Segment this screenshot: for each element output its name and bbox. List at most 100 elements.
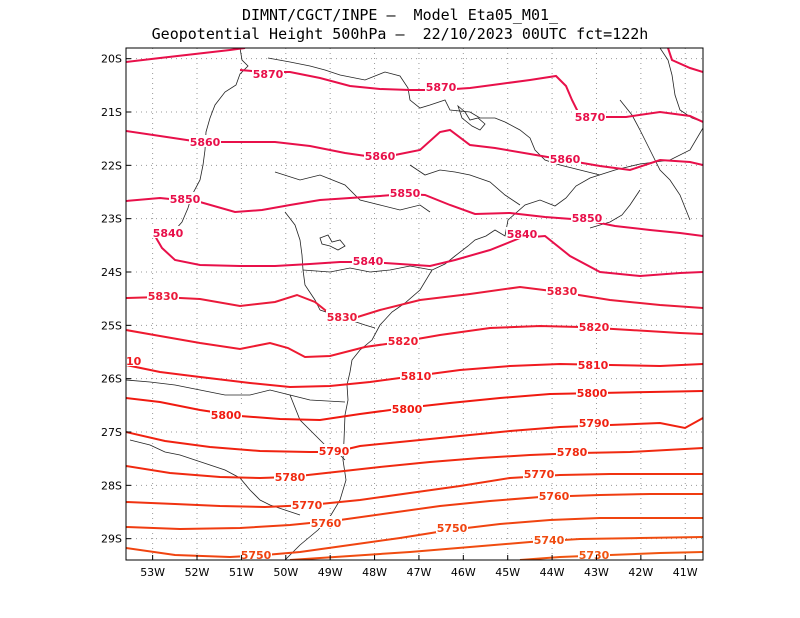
contour-label-bg	[240, 548, 272, 560]
contour-label-5860: 5860	[190, 136, 221, 149]
contour-label-bg	[523, 467, 555, 479]
contour-label-bg	[578, 548, 610, 560]
contour-label-bg	[389, 186, 421, 198]
state-border	[302, 265, 433, 273]
map-plot-area	[126, 48, 703, 560]
contour-label-bg	[571, 211, 603, 223]
lat-tick-label: 29S	[101, 533, 122, 546]
contour-label-5780: 5780	[557, 446, 588, 459]
contour-label-bg	[436, 521, 468, 533]
contour-label-5800: 5800	[577, 387, 608, 400]
contour-label-5850: 5850	[390, 187, 421, 200]
contour-label-5840: 5840	[507, 228, 538, 241]
lat-tick-label: 26S	[101, 373, 122, 386]
state-border	[619, 99, 691, 221]
map-title-line-2: Geopotential Height 500hPa – 22/10/2023 …	[151, 25, 649, 43]
contour-label-5870: 5870	[253, 68, 284, 81]
contour-label-5860: 5860	[550, 153, 581, 166]
contour-label-5810: 5810	[111, 355, 142, 368]
contour-label-5840: 5840	[153, 227, 184, 240]
contour-label-5740: 5740	[534, 534, 565, 547]
contour-5840	[154, 234, 703, 278]
contour-label-5790: 5790	[319, 445, 350, 458]
contour-label-bg	[574, 110, 606, 122]
lat-tick-label: 21S	[101, 106, 122, 119]
latitude-axis: 20S 21S 22S 23S 24S 25S 26S 27S 28S 29S	[101, 53, 131, 546]
contour-label-bg	[252, 67, 284, 79]
lat-tick-label: 20S	[101, 53, 122, 66]
contour-label-bg	[169, 192, 201, 204]
contour-label-bg	[577, 358, 609, 370]
contour-label-bg	[556, 445, 588, 457]
contour-label-bg	[152, 226, 184, 238]
height-contours	[126, 48, 703, 560]
contour-5870	[126, 48, 246, 63]
lon-tick-label: 51W	[229, 566, 254, 579]
state-border	[274, 171, 431, 213]
lon-tick-label: 46W	[451, 566, 476, 579]
contour-label-bg	[318, 444, 350, 456]
contour-label-bg	[210, 408, 242, 420]
contour-label-bg	[352, 254, 384, 266]
contour-label-bg	[310, 516, 342, 528]
contour-label-5820: 5820	[579, 321, 610, 334]
contour-label-bg	[274, 470, 306, 482]
contour-label-5850: 5850	[572, 212, 603, 225]
lake	[319, 234, 346, 251]
contour-label-bg	[578, 416, 610, 428]
contour-label-5770: 5770	[292, 499, 323, 512]
lon-tick-label: 49W	[318, 566, 343, 579]
lon-tick-label: 43W	[584, 566, 609, 579]
contour-label-5800: 5800	[211, 409, 242, 422]
contour-label-bg	[506, 227, 538, 239]
contour-labels: 5870 5870 5870 5860 5860 5860 5850 5850 5850 5840…	[111, 67, 610, 562]
contour-label-5760: 5760	[311, 517, 342, 530]
state-border	[129, 439, 301, 516]
state-border	[409, 164, 521, 206]
map-title-line-1: DIMNT/CGCT/INPE – Model Eta05_M01_	[241, 6, 559, 24]
contour-label-5790: 5790	[579, 417, 610, 430]
contour-label-bg	[576, 386, 608, 398]
contour-5740	[289, 536, 703, 560]
contour-label-5810: 5810	[578, 359, 609, 372]
lat-tick-label: 22S	[101, 159, 122, 172]
contour-label-bg	[189, 135, 221, 147]
lon-tick-label: 48W	[362, 566, 387, 579]
lake	[457, 104, 486, 131]
contour-label-bg	[578, 320, 610, 332]
contour-label-5830: 5830	[327, 311, 358, 324]
contour-label-5770: 5770	[524, 468, 555, 481]
contour-5870	[667, 48, 703, 73]
contour-label-5750: 5750	[437, 522, 468, 535]
lat-tick-label: 24S	[101, 266, 122, 279]
contour-label-bg	[400, 369, 432, 381]
contour-label-bg	[549, 152, 581, 164]
contour-5860	[126, 128, 703, 172]
contour-label-5860: 5860	[365, 150, 396, 163]
contour-label-5750: 5750	[241, 549, 272, 562]
contour-label-5870: 5870	[426, 81, 457, 94]
contour-label-bg	[391, 402, 423, 414]
lon-tick-label: 41W	[673, 566, 698, 579]
contour-label-5810: 5810	[401, 370, 432, 383]
lat-tick-label: 23S	[101, 213, 122, 226]
contour-label-5830: 5830	[148, 290, 179, 303]
contour-label-5760: 5760	[539, 490, 570, 503]
contour-label-5780: 5780	[275, 471, 306, 484]
map-frame	[125, 47, 704, 561]
lat-tick-label: 27S	[101, 426, 122, 439]
contour-5790	[126, 417, 703, 453]
contour-5870	[239, 69, 703, 123]
contour-5750	[126, 517, 703, 559]
contour-label-bg	[538, 489, 570, 501]
lon-tick-label: 47W	[407, 566, 432, 579]
state-border	[267, 57, 506, 123]
lon-tick-label: 50W	[273, 566, 298, 579]
contour-label-bg	[364, 149, 396, 161]
contour-label-bg	[546, 284, 578, 296]
contour-label-bg	[126, 354, 142, 366]
contour-label-bg	[533, 533, 565, 545]
contour-label-bg	[147, 289, 179, 301]
contour-5760	[126, 493, 703, 531]
